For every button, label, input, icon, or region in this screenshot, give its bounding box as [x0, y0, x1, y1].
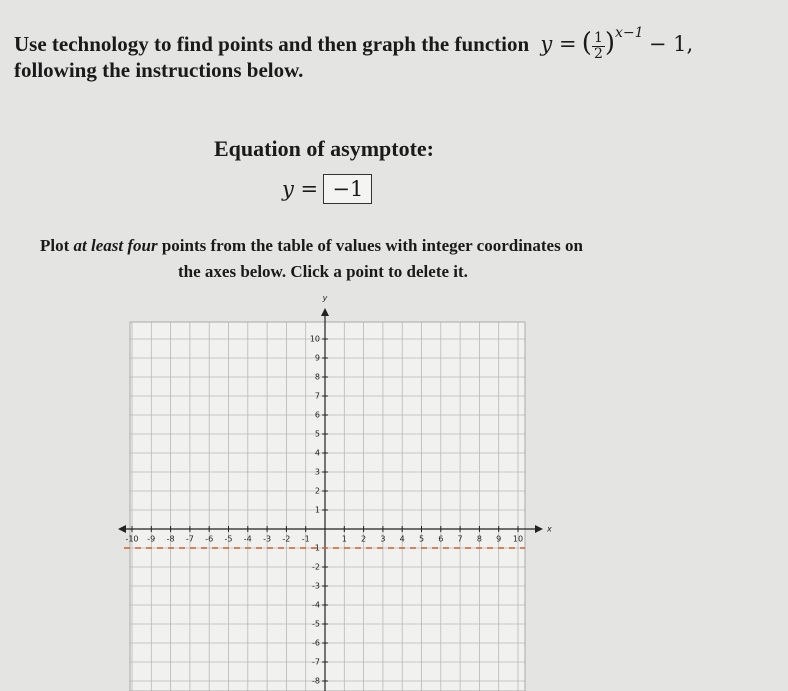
x-tick-label: -9: [147, 535, 155, 544]
denominator: 2: [593, 45, 603, 62]
grid-background: [130, 322, 525, 691]
answer-box[interactable]: −1: [323, 174, 373, 204]
x-tick-label: 1: [342, 535, 347, 544]
numerator: 1: [591, 29, 605, 47]
y-axis-label: y: [322, 294, 328, 303]
y-tick-label: 8: [315, 373, 320, 382]
y-tick-label: 3: [315, 468, 320, 477]
x-tick-label: 10: [513, 535, 523, 544]
question-line-2: following the instructions below.: [14, 58, 304, 82]
x-tick-label: 8: [477, 535, 482, 544]
x-tick-label: -3: [263, 535, 271, 544]
x-tick-label: -10: [125, 535, 138, 544]
y-tick-label: -5: [312, 620, 320, 629]
question-line-1: Use technology to find points and then g…: [14, 25, 694, 62]
x-tick-label: -1: [302, 535, 310, 544]
y-tick-label: -4: [312, 601, 320, 610]
x-tick-label: -5: [225, 535, 233, 544]
grid-frame: [129, 321, 526, 691]
x-tick-label: 5: [419, 535, 424, 544]
y-tick-label: 2: [315, 487, 320, 496]
function-rest: − 1,: [648, 32, 694, 56]
x-tick-label: -6: [205, 535, 213, 544]
instruction-line-1: Plot at least four points from the table…: [40, 236, 583, 256]
x-tick-label: -4: [244, 535, 252, 544]
exponent: x−1: [615, 25, 644, 41]
instruction-text: Plot: [40, 236, 70, 255]
y-tick-label: 6: [315, 411, 320, 420]
x-tick-label: 3: [380, 535, 385, 544]
x-tick-label: 7: [458, 535, 463, 544]
y-tick-label: -7: [312, 658, 320, 667]
y-tick-label: -6: [312, 639, 320, 648]
x-tick-label: -7: [186, 535, 194, 544]
function-lhs: y =: [540, 32, 577, 56]
y-tick-label: 5: [315, 430, 320, 439]
y-tick-label: 1: [315, 506, 320, 515]
y-tick-label: 9: [315, 354, 320, 363]
y-tick-label: -8: [312, 677, 320, 686]
y-tick-label: -3: [312, 582, 320, 591]
asymptote-equation: y = −1: [282, 174, 373, 204]
y-axis-arrow: [321, 308, 329, 316]
y-tick-label: -2: [312, 563, 320, 572]
asymptote-label: Equation of asymptote:: [214, 136, 435, 161]
x-tick-label: -8: [167, 535, 175, 544]
y-tick-label: 7: [315, 392, 320, 401]
y-tick-label: 4: [315, 449, 320, 458]
x-tick-label: -2: [282, 535, 290, 544]
instruction-text: points from the table of values with int…: [161, 236, 583, 255]
y-tick-label: 10: [310, 335, 320, 344]
instruction-line-2: the axes below. Click a point to delete …: [178, 262, 468, 281]
x-tick-label: 4: [400, 535, 405, 544]
x-tick-label: 9: [496, 535, 501, 544]
x-tick-label: 6: [438, 535, 443, 544]
asymptote-lhs: y =: [282, 177, 319, 201]
x-tick-label: 2: [361, 535, 366, 544]
x-axis-label: x: [546, 525, 552, 534]
question-text: Use technology to find points and then g…: [14, 32, 530, 56]
instruction-emphasis: at least four: [73, 236, 158, 255]
